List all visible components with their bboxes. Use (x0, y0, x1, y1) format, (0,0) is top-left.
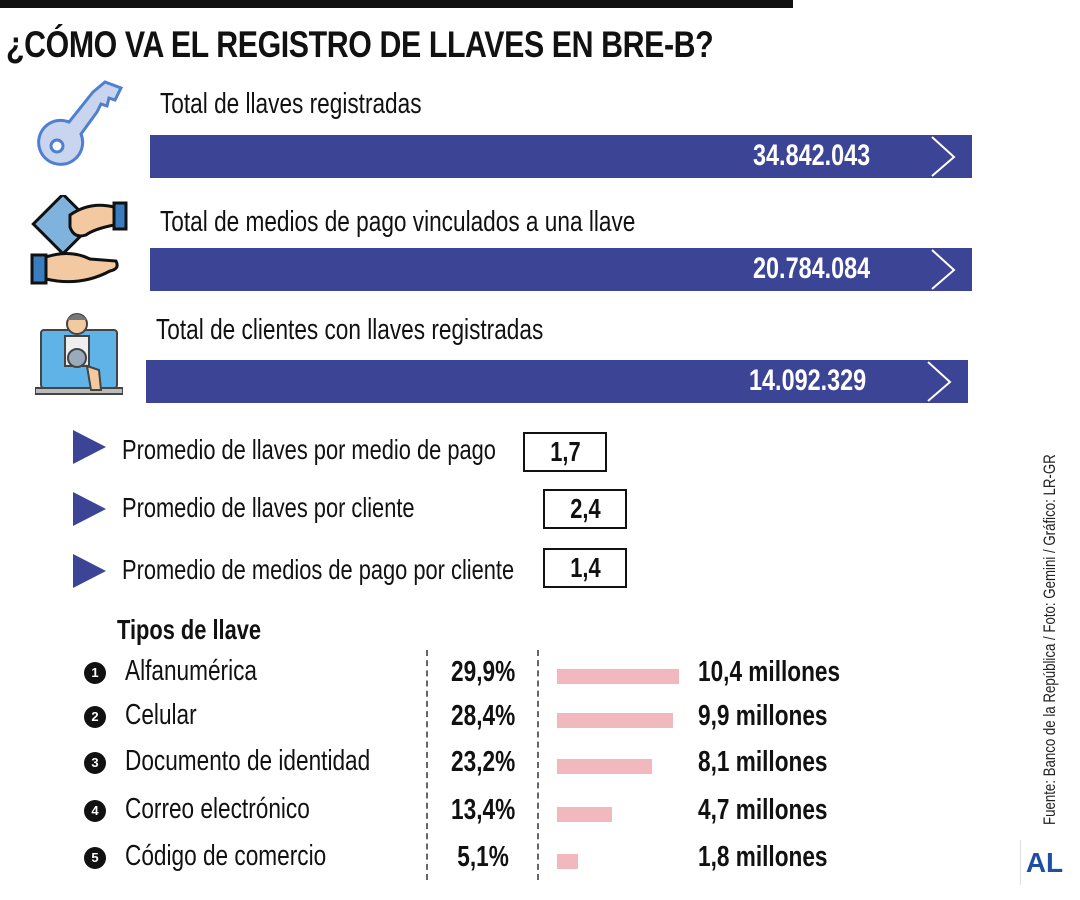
average-value: 1,4 (543, 548, 627, 588)
category-label: Documento de identidad (125, 745, 371, 777)
stat-bar: 20.784.084 (150, 248, 972, 291)
triangle-bullet-icon (73, 492, 106, 526)
percent-label: 5,1% (457, 841, 509, 873)
bar (557, 759, 652, 774)
bar (557, 713, 673, 728)
chevron-right-icon (927, 361, 952, 402)
stat-label: Total de llaves registradas (160, 88, 422, 120)
average-value: 2,4 (543, 489, 627, 529)
category-number: 3 (84, 752, 106, 774)
bar (557, 669, 679, 684)
average-label: Promedio de llaves por cliente (122, 492, 415, 523)
category-label: Alfanumérica (125, 655, 258, 687)
category-number: 1 (84, 662, 106, 684)
category-number: 5 (84, 847, 106, 869)
average-label: Promedio de llaves por medio de pago (122, 434, 496, 465)
user-laptop-icon (35, 313, 123, 395)
average-value: 1,7 (523, 432, 607, 472)
category-label: Correo electrónico (125, 793, 310, 825)
average-label: Promedio de medios de pago por cliente (122, 554, 515, 585)
source-note: Fuente: Banco de la República / Foto: Ge… (1040, 454, 1059, 825)
category-number: 2 (84, 706, 106, 728)
divider (537, 650, 539, 880)
percent-label: 29,9% (450, 656, 516, 688)
value-label: 8,1 millones (698, 746, 828, 778)
percent-label: 13,4% (450, 794, 516, 826)
page-title: ¿CÓMO VA EL REGISTRO DE LLAVES EN BRE-B? (6, 24, 714, 65)
chart-title: Tipos de llave (117, 614, 262, 645)
triangle-bullet-icon (73, 554, 106, 588)
value-label: 10,4 millones (698, 656, 841, 688)
key-icon (37, 80, 124, 166)
hands-money-icon (30, 195, 128, 285)
stat-label: Total de clientes con llaves registradas (156, 314, 544, 346)
category-label: Celular (125, 699, 197, 731)
stat-bar: 14.092.329 (146, 360, 968, 403)
divider (426, 650, 428, 880)
stat-label: Total de medios de pago vinculados a una… (160, 206, 636, 238)
stat-value: 20.784.084 (752, 252, 870, 285)
bar (557, 807, 612, 822)
stat-value: 34.842.043 (752, 139, 870, 172)
stat-value: 14.092.329 (748, 364, 866, 397)
stat-bar: 34.842.043 (150, 135, 972, 178)
triangle-bullet-icon (73, 430, 106, 464)
bar (557, 854, 579, 869)
value-label: 4,7 millones (698, 794, 828, 826)
category-label: Código de comercio (125, 840, 327, 872)
percent-label: 28,4% (450, 700, 516, 732)
chevron-right-icon (931, 136, 956, 177)
category-number: 4 (84, 800, 106, 822)
logo: AL (1020, 840, 1068, 885)
value-label: 9,9 millones (698, 700, 828, 732)
top-rule (0, 0, 793, 8)
chevron-right-icon (931, 249, 956, 290)
percent-label: 23,2% (450, 746, 516, 778)
value-label: 1,8 millones (698, 841, 828, 873)
